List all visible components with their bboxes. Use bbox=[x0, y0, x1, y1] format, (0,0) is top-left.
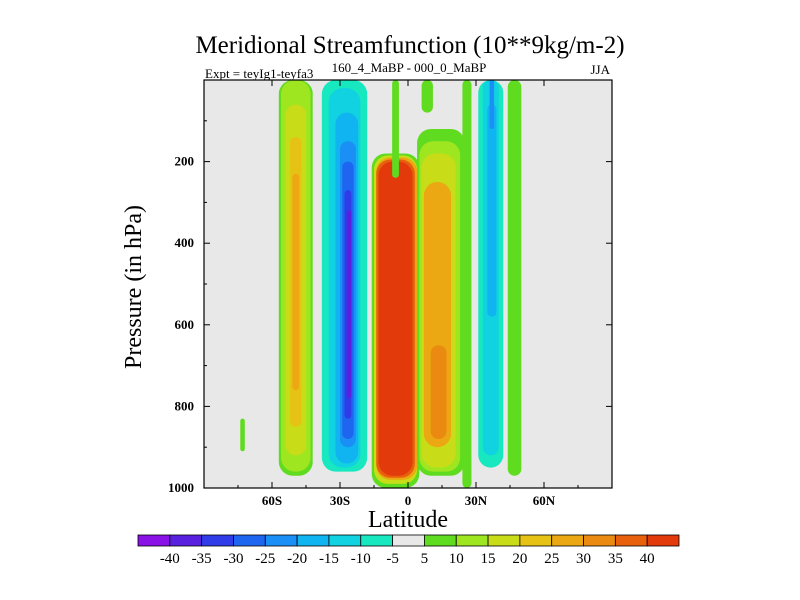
plot-area: 200 400 600 800 1000 60S 30S 0 30N 60N bbox=[168, 79, 613, 508]
y-tick-label: 1000 bbox=[168, 480, 194, 495]
colorbar-box bbox=[455, 534, 489, 547]
contour-cell bbox=[346, 210, 352, 399]
colorbar-label: -15 bbox=[319, 551, 339, 567]
x-axis-label: Latitude bbox=[368, 507, 448, 533]
chart-title: Meridional Streamfunction (10**9kg/m-2) bbox=[195, 32, 624, 59]
colorbar-box bbox=[360, 534, 393, 547]
colorbar-box bbox=[296, 534, 330, 547]
y-tick-label: 800 bbox=[175, 398, 195, 413]
center-subtitle: 160_4_MaBP - 000_0_MaBP bbox=[332, 60, 487, 75]
colorbar-label: 25 bbox=[544, 551, 559, 567]
contour-cell bbox=[489, 80, 495, 129]
x-ticks: 60S 30S 0 30N 60N bbox=[237, 80, 579, 508]
right-subtitle: JJA bbox=[590, 62, 610, 77]
colorbar-label: -25 bbox=[255, 551, 275, 567]
colorbar-label: -10 bbox=[351, 551, 371, 567]
colorbar-box bbox=[487, 534, 521, 547]
contour-cell bbox=[240, 418, 245, 452]
y-tick-label: 400 bbox=[175, 235, 195, 250]
contour-cell bbox=[487, 104, 497, 317]
colorbar-box bbox=[424, 534, 457, 547]
contour-cell bbox=[557, 218, 565, 423]
colorbar-label: -35 bbox=[192, 551, 212, 567]
colorbar-box bbox=[614, 534, 648, 547]
colorbar-label: -30 bbox=[223, 551, 243, 567]
contour-cell bbox=[430, 345, 447, 440]
colorbar-box bbox=[646, 534, 680, 547]
colorbar-label: 40 bbox=[640, 551, 655, 567]
contour-cell bbox=[292, 173, 300, 391]
y-tick-label: 200 bbox=[175, 154, 195, 169]
colorbar-label: 10 bbox=[449, 551, 464, 567]
y-axis-label: Pressure (in hPa) bbox=[121, 205, 147, 369]
colorbar: -40 -35 -30 -25 -20 -15 -10 -5 5 10 15 20 25 30 35 40 bbox=[137, 534, 680, 567]
x-tick-label: 30N bbox=[465, 493, 488, 508]
x-tick-label: 30S bbox=[330, 493, 350, 508]
colorbar-box bbox=[392, 534, 425, 547]
contour-cell bbox=[421, 80, 433, 113]
colorbar-label: 35 bbox=[608, 551, 623, 567]
y-tick-label: 600 bbox=[175, 317, 195, 332]
colorbar-box bbox=[201, 534, 234, 547]
colorbar-label: 30 bbox=[576, 551, 591, 567]
colorbar-box bbox=[551, 534, 584, 547]
x-tick-label: 60N bbox=[533, 493, 556, 508]
colorbar-label: -20 bbox=[287, 551, 307, 567]
x-tick-label: 60S bbox=[262, 493, 282, 508]
colorbar-box bbox=[137, 534, 171, 547]
colorbar-box bbox=[328, 534, 362, 547]
colorbar-box bbox=[169, 534, 203, 547]
colorbar-label: -5 bbox=[386, 551, 399, 567]
colorbar-label: 20 bbox=[512, 551, 527, 567]
contour-cell bbox=[507, 80, 522, 476]
colorbar-label: 15 bbox=[481, 551, 496, 567]
contour-fills bbox=[240, 80, 565, 488]
colorbar-box bbox=[583, 534, 616, 547]
left-subtitle: Expt = teyIg1-teyfa3 bbox=[205, 66, 313, 81]
colorbar-box bbox=[264, 534, 298, 547]
colorbar-box bbox=[233, 534, 266, 547]
colorbar-label: -40 bbox=[160, 551, 180, 567]
colorbar-label: 5 bbox=[421, 551, 429, 567]
contour-cell bbox=[392, 80, 399, 178]
contour-cell bbox=[462, 80, 472, 488]
colorbar-box bbox=[519, 534, 553, 547]
x-tick-label: 0 bbox=[405, 493, 412, 508]
contour-cell bbox=[378, 161, 413, 476]
y-ticks: 200 400 600 800 1000 bbox=[168, 120, 612, 495]
